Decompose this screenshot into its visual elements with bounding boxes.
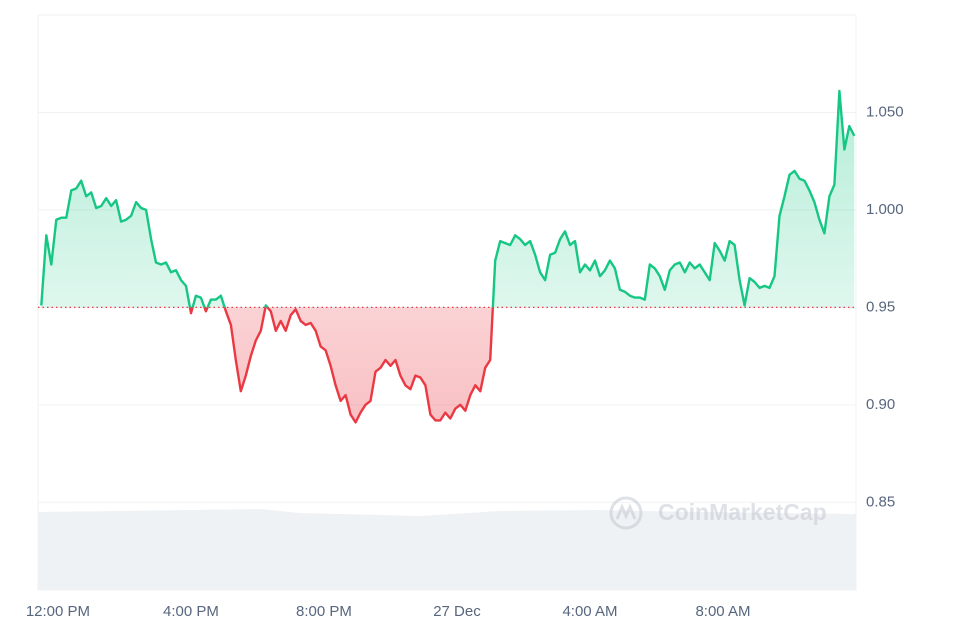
watermark-logo [609,496,643,530]
x-tick-label: 12:00 PM [26,603,90,620]
area-down [41,307,855,423]
x-tick-label: 8:00 AM [695,603,750,620]
watermark-text: CoinMarketCap [658,499,827,525]
watermark: CoinMarketCap [609,496,827,530]
y-tick-label: 1.000 [866,201,904,218]
price-line-down [188,307,495,424]
watermark-logo-mark [615,503,637,520]
y-tick-label: 0.85 [866,493,895,510]
price-line-up [40,89,856,308]
x-tick-label: 4:00 PM [163,603,219,620]
y-tick-label: 0.95 [866,298,895,315]
x-tick-label: 8:00 PM [296,603,352,620]
x-tick-label: 27 Dec [433,603,481,620]
y-tick-label: 0.90 [866,396,895,413]
volume-area [38,509,856,590]
area-up [41,91,855,308]
x-tick-label: 4:00 AM [562,603,617,620]
y-tick-label: 1.050 [866,103,904,120]
